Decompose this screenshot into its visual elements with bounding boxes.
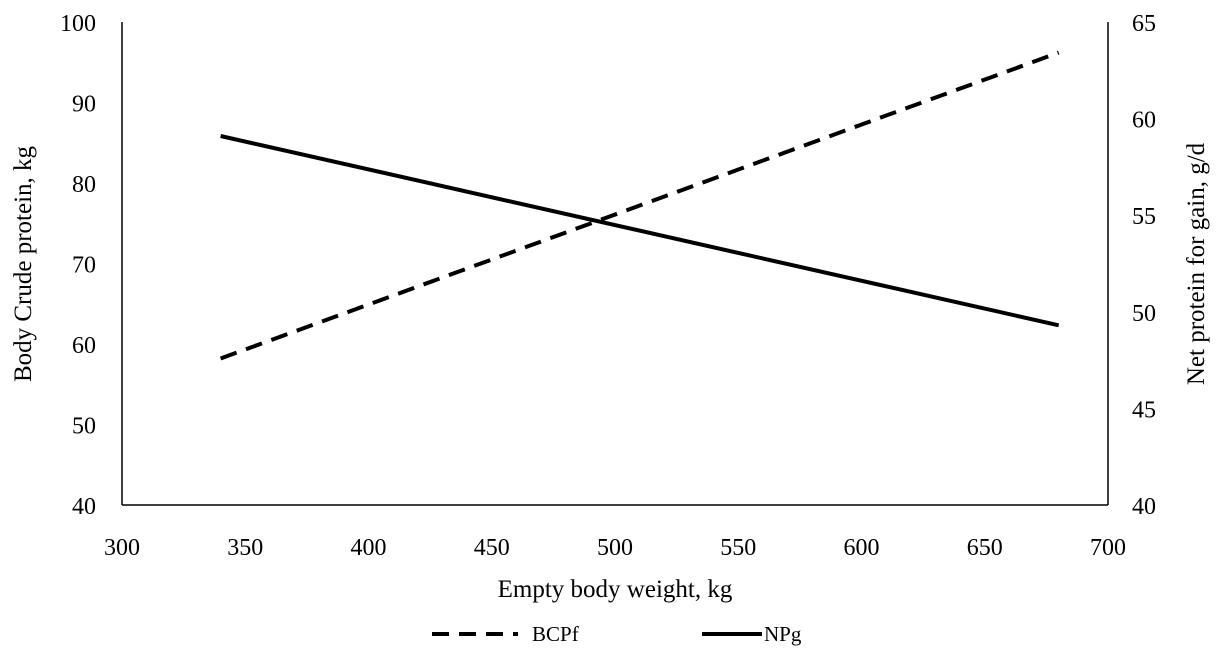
x-tick-label: 550 [720,535,756,561]
legend-label-npg: NPg [764,622,802,646]
x-tick-label: 600 [844,535,880,561]
x-tick-label: 350 [227,535,263,561]
x-tick-label: 700 [1090,535,1126,561]
x-tick-label: 300 [104,535,140,561]
y-tick-labels: 40 50 60 70 80 90 100 [60,11,96,520]
x-tick-label: 650 [967,535,1003,561]
y2-tick-labels: 40 45 50 55 60 65 [1132,11,1156,520]
x-tick-label: 400 [351,535,387,561]
legend-label-bcpf: BCPf [532,622,579,646]
y-tick-label: 100 [60,11,96,37]
x-axis-title: Empty body weight, kg [498,576,733,603]
y-tick-label: 70 [72,253,96,279]
y-axis-title: Body Crude protein, kg [10,145,37,382]
y2-tick-label: 50 [1132,301,1156,327]
y2-axis-title: Net protein for gain, g/d [1183,142,1210,385]
y-tick-label: 50 [72,414,96,440]
y-tick-label: 80 [72,172,96,198]
y-tick-label: 40 [72,494,96,520]
y2-tick-label: 45 [1132,397,1156,423]
x-tick-label: 500 [597,535,633,561]
x-tick-label: 450 [474,535,510,561]
legend: BCPf NPg [432,622,802,646]
series-line-bcpf [219,50,1060,361]
y2-tick-label: 65 [1132,11,1156,37]
series-layer [219,50,1060,361]
y-tick-label: 90 [72,92,96,118]
y2-tick-label: 55 [1132,204,1156,230]
y2-tick-label: 60 [1132,108,1156,134]
y2-tick-label: 40 [1132,494,1156,520]
series-line-npg [220,134,1060,328]
x-tick-labels: 300 350 400 450 500 550 600 650 700 [104,535,1126,561]
y-tick-label: 60 [72,333,96,359]
